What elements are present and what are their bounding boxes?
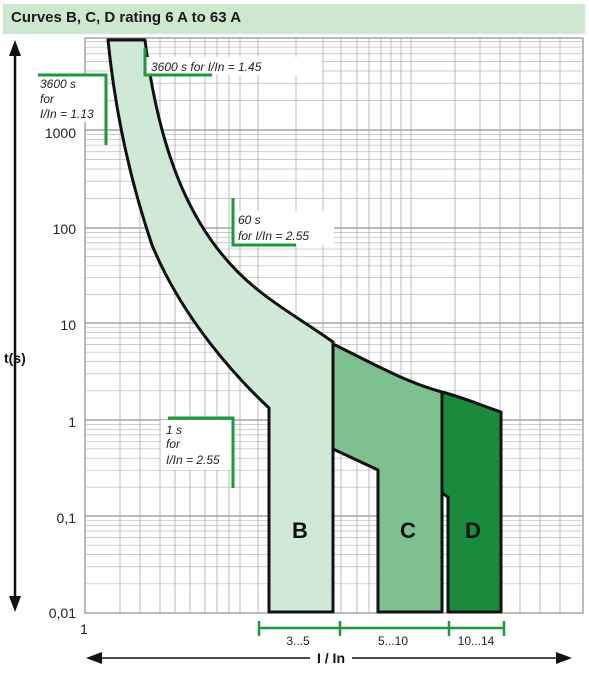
y-tick-label: 0,1 bbox=[57, 510, 77, 526]
annotation-bracket bbox=[231, 198, 296, 247]
annotation-text: I/In = 1.13 bbox=[40, 107, 94, 121]
annotation-bracket bbox=[143, 48, 212, 77]
annotation-text: for I/In = 2.55 bbox=[238, 229, 309, 243]
annotation-text: for bbox=[166, 437, 181, 451]
y-tick-label: 10 bbox=[60, 317, 76, 333]
annotation-bg bbox=[161, 420, 233, 470]
axes bbox=[9, 40, 572, 664]
y-axis-arrow-down bbox=[9, 596, 21, 612]
x-axis-arrow-right bbox=[556, 652, 572, 664]
x-tick-label: 1 bbox=[80, 621, 88, 637]
chart-title: Curves B, C, D rating 6 A to 63 A bbox=[11, 9, 242, 26]
curve-label-c: C bbox=[400, 518, 416, 543]
y-tick-label: 100 bbox=[53, 221, 77, 237]
y-axis-title: t(s) bbox=[4, 350, 26, 366]
curve-label-d: D bbox=[465, 518, 481, 543]
y-axis-arrow-up bbox=[9, 40, 21, 56]
band-b bbox=[106, 38, 335, 614]
range-label: 3...5 bbox=[286, 634, 310, 648]
annotation-text: 3600 s for I/In = 1.45 bbox=[151, 60, 262, 74]
annotation-bracket bbox=[168, 416, 235, 488]
annotation-bg bbox=[34, 76, 106, 122]
annotation-bg bbox=[234, 211, 334, 245]
curve-label-b: B bbox=[292, 518, 308, 543]
range-label: 10...14 bbox=[458, 634, 495, 648]
annotation-text: 3600 s bbox=[40, 77, 76, 91]
x-axis-title: I / In bbox=[317, 650, 345, 666]
annotation-text: I/In = 2.55 bbox=[166, 453, 220, 467]
y-tick-label: 1000 bbox=[45, 125, 76, 141]
annotation-bracket bbox=[38, 73, 108, 145]
band-d bbox=[440, 390, 503, 614]
annotation-text: 60 s bbox=[238, 213, 261, 227]
band-c bbox=[331, 342, 444, 614]
labels: B C D 0,01 0,1 1 10 100 1000 1 t(s) I / In 3...5 5...… bbox=[4, 125, 495, 666]
y-tick-label: 0,01 bbox=[49, 605, 76, 621]
range-label: 5...10 bbox=[378, 634, 408, 648]
annotation-text: 1 s bbox=[166, 423, 182, 437]
annotation-text: for bbox=[40, 92, 55, 106]
y-tick-label: 1 bbox=[68, 414, 76, 430]
title-bar: Curves B, C, D rating 6 A to 63 A bbox=[3, 4, 585, 34]
x-axis-arrow-left bbox=[86, 652, 102, 664]
curve-bands bbox=[106, 38, 503, 614]
annotation-bg bbox=[146, 57, 322, 75]
